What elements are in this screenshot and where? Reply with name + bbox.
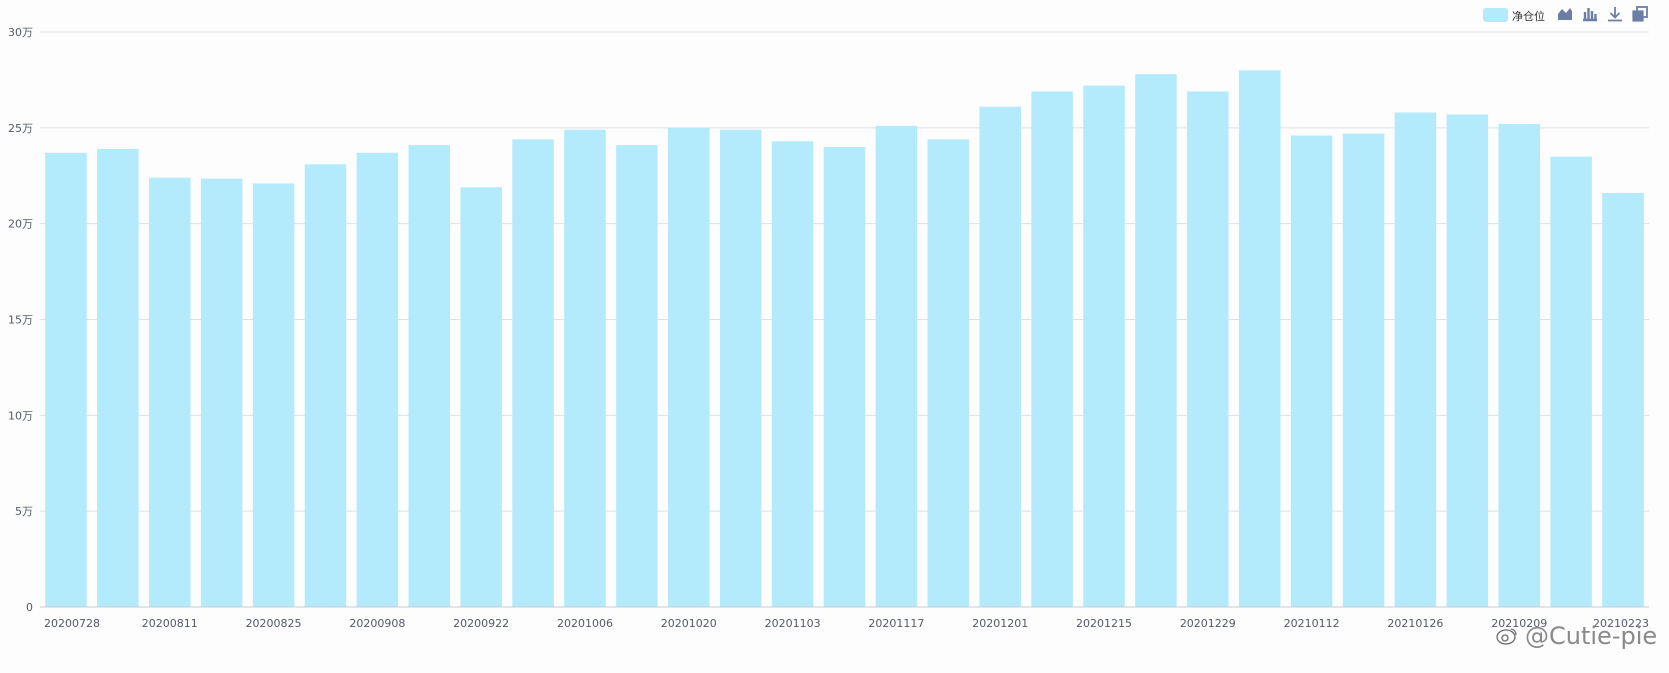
line-chart-icon-shape (1558, 8, 1572, 20)
toolbox[interactable] (1558, 6, 1648, 22)
bar-20201117[interactable] (875, 125, 918, 608)
bar-20200811[interactable] (148, 177, 191, 607)
x-tick-label: 20200811 (142, 617, 198, 630)
x-tick-label: 20201229 (1180, 617, 1236, 630)
line-chart-icon[interactable] (1558, 8, 1572, 20)
legend-swatch[interactable] (1483, 8, 1508, 22)
bar-20201013[interactable] (616, 145, 658, 608)
x-tick-label: 20201215 (1076, 617, 1132, 630)
y-tick-label: 25万 (8, 122, 33, 135)
bar-20201222[interactable] (1135, 74, 1177, 607)
y-tick-label: 5万 (15, 505, 33, 518)
bar-20200901[interactable] (304, 164, 347, 607)
bar-20210223[interactable] (1602, 193, 1644, 607)
bar-20210105[interactable] (1238, 70, 1281, 608)
download-icon-shape (1608, 7, 1622, 22)
bar-chart-icon[interactable] (1583, 8, 1597, 22)
watermark: @Cutie-pie (1496, 622, 1657, 650)
bar-20200915[interactable] (408, 145, 451, 608)
bar-20201124[interactable] (927, 139, 970, 608)
bar-20201201[interactable] (979, 106, 1021, 607)
bar-20201229[interactable] (1187, 91, 1229, 607)
bar-20200728[interactable] (45, 152, 87, 607)
y-tick-label: 10万 (8, 409, 33, 422)
bar-20210119[interactable] (1342, 133, 1385, 608)
weibo-icon (1496, 628, 1517, 645)
x-tick-label: 20200922 (453, 617, 509, 630)
bar-20201110[interactable] (823, 147, 866, 607)
bar-20201215[interactable] (1083, 85, 1125, 607)
y-tick-label: 30万 (8, 26, 33, 39)
bar-20201103[interactable] (771, 141, 814, 607)
bar-20200929[interactable] (512, 139, 554, 608)
x-tick-label: 20201117 (868, 617, 924, 630)
bar-chart-icon-shape (1583, 8, 1597, 22)
axes: 0 5万 10万 15万 20万 25万 30万 20200728 20200811 202008… (8, 26, 1649, 630)
bar-20201208[interactable] (1031, 91, 1073, 607)
bar-20200922[interactable] (460, 187, 502, 607)
legend[interactable]: 净仓位 (1483, 8, 1545, 23)
bar-20200908[interactable] (356, 152, 399, 607)
x-tick-label: 20200728 (44, 617, 100, 630)
data-view-icon[interactable] (1632, 6, 1648, 22)
bar-20210112[interactable] (1290, 135, 1333, 608)
bar-20210209[interactable] (1498, 124, 1541, 607)
bar-20210216[interactable] (1550, 156, 1592, 608)
bar-20201020[interactable] (668, 127, 710, 607)
y-tick-label: 0 (26, 601, 33, 614)
bar-20210126[interactable] (1394, 112, 1437, 608)
bar-20200825[interactable] (252, 183, 295, 607)
x-tick-label: 20210126 (1387, 617, 1443, 630)
bar-20201027[interactable] (719, 129, 762, 607)
bar-20201006[interactable] (564, 129, 606, 607)
download-icon[interactable] (1608, 7, 1622, 22)
legend-label[interactable]: 净仓位 (1512, 9, 1545, 23)
data-view-icon-front (1632, 10, 1644, 22)
bars (45, 70, 1644, 608)
x-tick-label: 20210223 (1593, 617, 1649, 630)
y-tick-label: 20万 (8, 218, 33, 231)
bar-20200804[interactable] (97, 148, 139, 607)
x-tick-label: 20210112 (1284, 617, 1340, 630)
x-tick-label: 20200908 (349, 617, 405, 630)
x-tick-label: 20201020 (661, 617, 717, 630)
y-tick-label: 15万 (8, 314, 33, 327)
x-tick-label: 20200825 (246, 617, 302, 630)
bar-20210202[interactable] (1446, 114, 1489, 608)
x-tick-label: 20210209 (1491, 617, 1547, 630)
x-tick-label: 20201103 (765, 617, 821, 630)
bar-20200818[interactable] (200, 178, 243, 607)
watermark-text: @Cutie-pie (1525, 622, 1657, 650)
x-tick-label: 20201201 (972, 617, 1028, 630)
x-tick-label: 20201006 (557, 617, 613, 630)
